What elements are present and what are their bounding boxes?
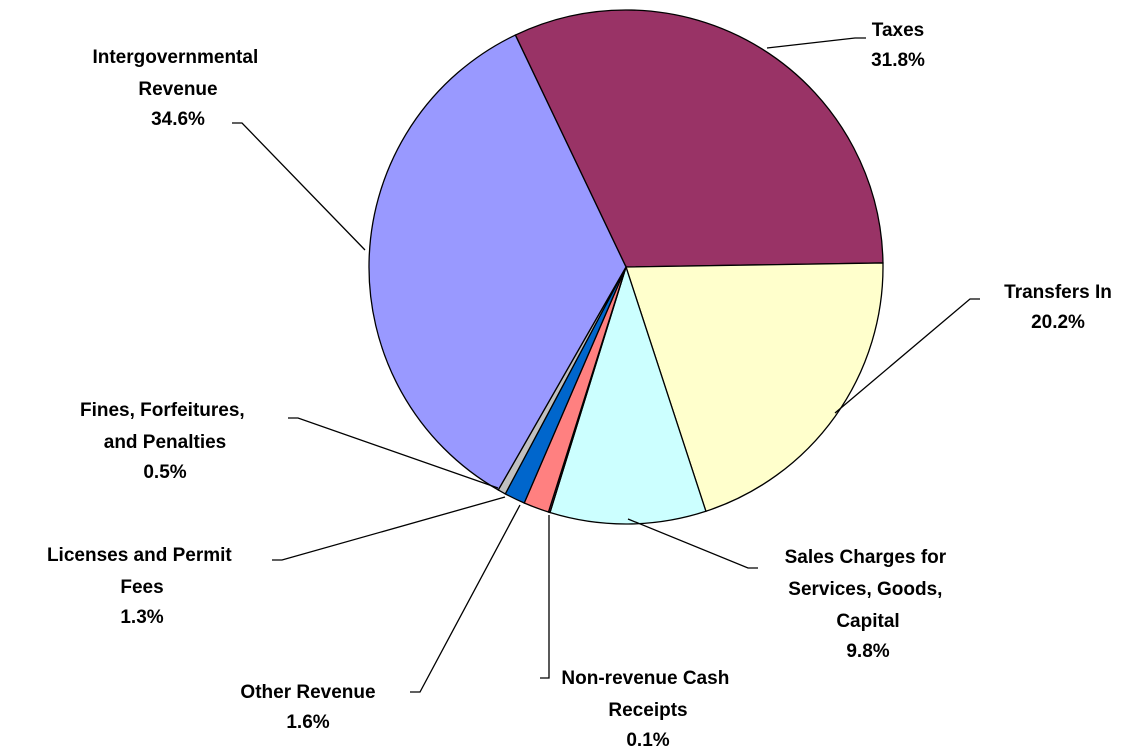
pie-slice [549, 264, 707, 525]
pie-slice [514, 9, 884, 268]
slice-value-label: 1.6% [286, 712, 329, 733]
leader-line [540, 515, 550, 679]
slice-label: Fines, Forfeitures, and Penalties [80, 400, 250, 453]
slice-value-label: 20.2% [1031, 312, 1085, 333]
leader-line [272, 496, 506, 561]
slice-value-label: 1.3% [120, 607, 163, 628]
slice-label: Non-revenue Cash Receipts [561, 668, 734, 721]
slice-label: Sales Charges for Services, Goods, Capit… [785, 547, 952, 632]
pie-slice [625, 262, 884, 513]
pie-slice [368, 34, 627, 491]
slice-value-label: 0.5% [143, 462, 186, 483]
slice-value-label: 34.6% [151, 109, 205, 130]
slice-label: Licenses and Permit Fees [47, 545, 237, 598]
leader-line [834, 298, 980, 414]
slice-label: Transfers In [1004, 282, 1112, 303]
leader-line [766, 37, 866, 49]
slice-label: Taxes [872, 20, 924, 41]
slice-value-label: 31.8% [871, 50, 925, 71]
leader-line [410, 504, 521, 693]
leader-line [288, 417, 499, 489]
leader-line [232, 122, 366, 251]
slice-label: Other Revenue [240, 682, 375, 703]
slice-value-label: 9.8% [846, 641, 889, 662]
slice-label: Intergovernmental Revenue [92, 47, 263, 100]
leader-line [627, 518, 758, 569]
slice-value-label: 0.1% [626, 730, 669, 751]
